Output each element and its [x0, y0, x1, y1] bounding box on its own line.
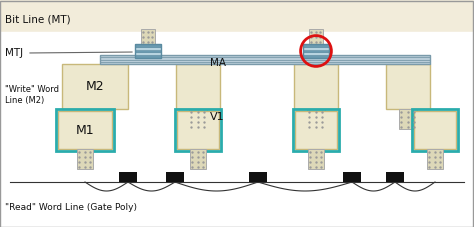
Bar	[189, 109, 207, 129]
Text: V1: V1	[210, 112, 225, 122]
Bar	[399, 109, 417, 129]
Bar	[135, 44, 161, 47]
Bar	[386, 64, 430, 109]
Bar	[308, 149, 324, 169]
Bar	[307, 109, 325, 129]
Text: M2: M2	[86, 79, 104, 92]
Bar	[58, 111, 112, 149]
Bar	[386, 172, 404, 182]
Bar	[303, 50, 329, 52]
Bar	[135, 55, 161, 58]
Text: M1: M1	[76, 123, 94, 136]
Bar	[303, 44, 329, 58]
Bar	[100, 55, 430, 64]
Bar	[293, 109, 339, 151]
Text: MTJ: MTJ	[5, 48, 23, 58]
Bar	[141, 29, 155, 44]
Text: "Read" Word Line (Gate Poly): "Read" Word Line (Gate Poly)	[5, 202, 137, 212]
Bar	[0, 32, 474, 227]
Bar	[119, 172, 137, 182]
Bar	[175, 109, 221, 151]
Bar	[190, 149, 206, 169]
Bar	[135, 47, 161, 50]
Bar	[294, 64, 338, 109]
Bar	[135, 44, 161, 58]
Bar	[303, 44, 329, 47]
Bar	[309, 29, 323, 44]
Bar	[303, 52, 329, 55]
Text: Bit Line (MT): Bit Line (MT)	[5, 14, 71, 24]
Bar	[135, 50, 161, 52]
Bar	[56, 109, 114, 151]
Bar	[343, 172, 361, 182]
Bar	[427, 149, 443, 169]
Text: MA: MA	[210, 58, 226, 68]
Bar	[176, 64, 220, 109]
Bar	[135, 52, 161, 55]
Text: "Write" Word
Line (M2): "Write" Word Line (M2)	[5, 85, 59, 105]
Bar	[303, 55, 329, 58]
Bar	[177, 111, 219, 149]
Bar	[414, 111, 456, 149]
Bar	[166, 172, 184, 182]
Bar	[62, 64, 128, 109]
Bar	[295, 111, 337, 149]
Bar	[303, 47, 329, 50]
Bar	[77, 149, 93, 169]
Bar	[249, 172, 267, 182]
Bar	[412, 109, 458, 151]
